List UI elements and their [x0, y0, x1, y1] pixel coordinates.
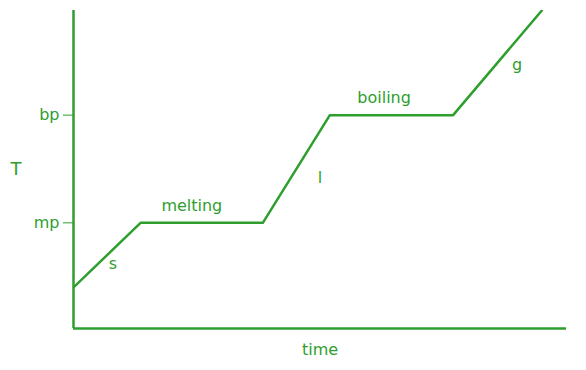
svg-text:boiling: boiling	[357, 88, 411, 107]
svg-text:l: l	[318, 168, 322, 187]
svg-text:s: s	[109, 254, 117, 273]
svg-text:T: T	[10, 158, 23, 179]
svg-text:melting: melting	[161, 196, 222, 215]
svg-text:time: time	[302, 340, 338, 359]
svg-text:bp: bp	[39, 105, 59, 124]
svg-text:mp: mp	[34, 213, 60, 232]
svg-text:g: g	[512, 55, 522, 74]
